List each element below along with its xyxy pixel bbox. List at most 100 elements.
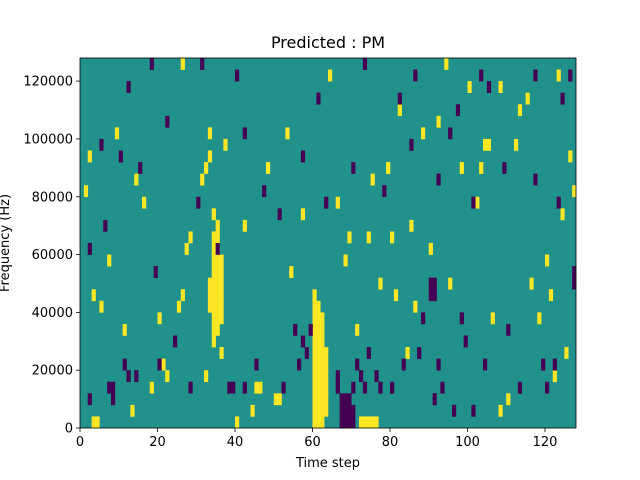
heatmap-cell-low (293, 323, 298, 336)
heatmap-cell-low (436, 358, 441, 371)
heatmap-cell-high (347, 231, 352, 244)
heatmap-cell-low (126, 370, 131, 383)
heatmap-cell-high (142, 196, 147, 209)
heatmap-cell-low (339, 416, 344, 429)
heatmap-cell-low (343, 393, 348, 406)
heatmap-cell-high (207, 150, 213, 163)
heatmap-cell-high (320, 335, 325, 348)
y-tick-label: 60000 (32, 248, 73, 263)
heatmap-cell-low (362, 58, 368, 70)
heatmap-cell-low (506, 323, 511, 336)
heatmap-cell-high (324, 404, 329, 417)
heatmap-cell-low (428, 277, 433, 290)
heatmap-cell-high (312, 404, 317, 417)
heatmap-cell-high (552, 370, 557, 383)
heatmap-cell-low (339, 404, 344, 417)
heatmap-cell-high (176, 300, 182, 313)
heatmap-cell-low (200, 58, 205, 70)
heatmap-cell-high (316, 335, 321, 348)
heatmap-cell-high (486, 138, 492, 151)
heatmap-cell-high (568, 150, 573, 163)
heatmap-cell-high (312, 370, 317, 383)
heatmap-cell-high (215, 254, 220, 267)
heatmap-cell-low (533, 69, 538, 82)
x-tick-label: 40 (227, 435, 244, 450)
heatmap-cell-high (211, 289, 216, 302)
heatmap-cell-high (219, 254, 224, 267)
heatmap-cell-high (134, 173, 139, 186)
heatmap-cell-high (204, 370, 209, 383)
heatmap-cell-low (118, 150, 123, 163)
heatmap-cell-high (211, 266, 216, 278)
heatmap-cell-low (517, 381, 523, 394)
heatmap-cell-low (87, 243, 92, 255)
heatmap-cell-low (335, 370, 340, 383)
heatmap-cell-high (211, 243, 216, 255)
heatmap-cell-high (316, 404, 321, 417)
heatmap-cell-high (266, 162, 271, 174)
heatmap-cell-high (211, 254, 216, 267)
heatmap-cell-high (277, 393, 282, 406)
heatmap-cell-low (262, 185, 267, 198)
y-tick-label: 20000 (32, 364, 73, 379)
heatmap-cell-low (188, 381, 193, 394)
x-tick-label: 100 (455, 435, 480, 450)
heatmap-cell-high (428, 243, 433, 255)
heatmap-cell-low (556, 196, 561, 209)
heatmap-cell-high (320, 347, 325, 359)
heatmap-cell-high (312, 347, 317, 359)
heatmap-cell-high (211, 312, 216, 325)
heatmap-cell-high (548, 289, 554, 302)
heatmap-cell-high (114, 127, 120, 140)
heatmap-cell-high (188, 231, 193, 244)
plot-area (80, 58, 577, 429)
heatmap-cell-high (529, 277, 534, 290)
heatmap-cell-high (475, 196, 480, 209)
heatmap-cell-high (537, 312, 542, 325)
x-tick-label: 20 (149, 435, 166, 450)
heatmap-cell-low (409, 138, 414, 151)
heatmap-cell-high (204, 162, 209, 174)
heatmap-cell-high (91, 289, 96, 302)
heatmap-cell-high (180, 58, 185, 70)
heatmap-cell-low (432, 277, 437, 290)
heatmap-cell-high (254, 381, 259, 394)
heatmap-cell-high (444, 58, 449, 70)
heatmap-cell-low (362, 381, 368, 394)
heatmap-cell-high (366, 416, 371, 429)
heatmap-cell-high (479, 162, 484, 174)
heatmap-cell-high (215, 323, 220, 336)
heatmap-cell-high (207, 300, 213, 313)
heatmap-cell-high (324, 347, 329, 359)
y-tick-label: 80000 (32, 190, 73, 205)
heatmap-cell-low (486, 81, 492, 93)
heatmap-cell-high (207, 277, 213, 290)
heatmap-cell-high (320, 370, 325, 383)
heatmap-cell-high (312, 300, 317, 313)
heatmap-cell-low (483, 358, 488, 371)
heatmap-cell-low (300, 150, 306, 163)
heatmap-cell-high (211, 300, 216, 313)
heatmap-cell-low (432, 289, 437, 302)
heatmap-cell-low (316, 92, 321, 105)
heatmap-cell-high (312, 335, 317, 348)
heatmap-cell-high (316, 347, 321, 359)
heatmap-cell-low (343, 404, 348, 417)
heatmap-cell-low (413, 69, 418, 82)
heatmap-cell-high (211, 335, 216, 348)
y-tick-label: 120000 (23, 75, 73, 90)
heatmap-cell-low (502, 162, 507, 174)
heatmap-cell-high (99, 300, 104, 313)
heatmap-cell-low (436, 173, 441, 186)
heatmap-cell-high (374, 416, 379, 429)
x-tick-label: 120 (533, 435, 558, 450)
heatmap-cell-high (397, 104, 402, 117)
heatmap-cell-high (215, 277, 220, 290)
heatmap-cell-low (111, 381, 116, 394)
heatmap-cell-high (207, 127, 213, 140)
heatmap-cell-low (335, 381, 340, 394)
heatmap-cell-high (312, 416, 317, 429)
heatmap-cell-low (235, 69, 240, 82)
heatmap-cell-high (107, 254, 112, 267)
